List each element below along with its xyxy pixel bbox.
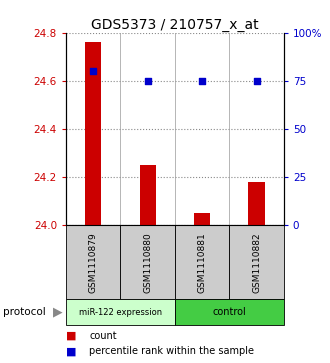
Bar [175, 225, 229, 299]
Text: count: count [89, 331, 117, 341]
Point [199, 78, 205, 84]
Bar [248, 182, 265, 225]
Point [145, 78, 150, 84]
Bar [140, 165, 156, 225]
Title: GDS5373 / 210757_x_at: GDS5373 / 210757_x_at [91, 18, 259, 32]
Text: miR-122 expression: miR-122 expression [79, 308, 162, 317]
Point [90, 68, 96, 74]
Text: ■: ■ [66, 346, 77, 356]
Bar [85, 42, 101, 225]
Text: GSM1110879: GSM1110879 [89, 232, 98, 293]
Text: protocol: protocol [3, 307, 46, 317]
Bar [66, 299, 175, 325]
Bar [175, 299, 284, 325]
Text: percentile rank within the sample: percentile rank within the sample [89, 346, 254, 356]
Text: ▶: ▶ [53, 306, 63, 319]
Text: ■: ■ [66, 331, 77, 341]
Text: control: control [213, 307, 246, 317]
Bar [120, 225, 175, 299]
Bar [194, 213, 210, 225]
Text: GSM1110880: GSM1110880 [143, 232, 152, 293]
Bar [66, 225, 120, 299]
Text: GSM1110882: GSM1110882 [252, 232, 261, 293]
Point [254, 78, 259, 84]
Bar [229, 225, 284, 299]
Text: GSM1110881: GSM1110881 [198, 232, 207, 293]
